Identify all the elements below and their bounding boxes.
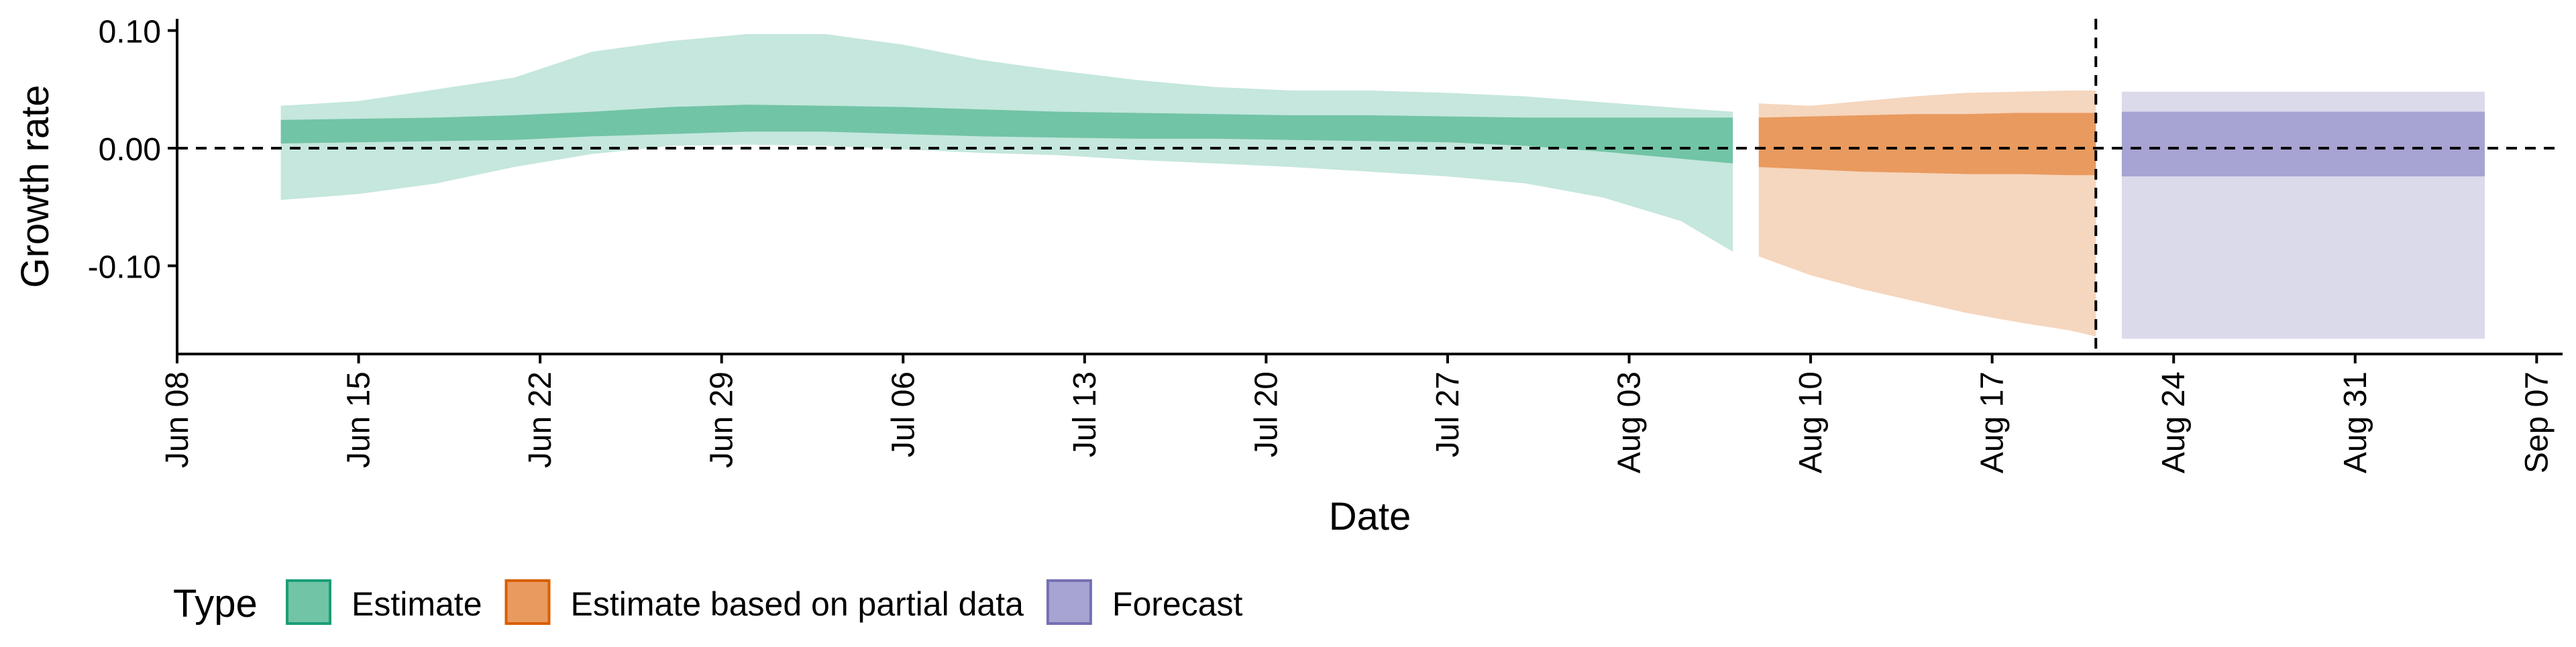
legend-items: Estimate Estimate based on partial data Fo… [286,579,1243,625]
x-tick-label: Jun 08 [160,371,195,468]
x-tick-label: Jun 29 [704,371,740,468]
x-tick-label: Jul 27 [1430,371,1466,457]
estimate-based-on-partial-data-legend-key [504,579,551,625]
y-axis-label: Growth rate [13,85,57,288]
x-tick-label: Aug 17 [1975,371,2010,473]
y-tick-label: 0.00 [99,132,161,168]
legend: Type Estimate Estimate based on partial d… [173,579,1243,626]
x-axis-ticks: Jun 08 Jun 15 Jun 22 Jun 29 Jul 06 Jul 13 Jul … [160,354,2555,473]
estimate-legend-label: Estimate [352,585,482,623]
x-tick-label: Jul 06 [885,371,921,457]
estimate-outer-band [280,34,1733,252]
x-tick-label: Aug 10 [1793,371,1829,473]
axes: 0.100.00-0.10 Jun 08 Jun 15 Jun 22 Jun 29 Ju… [13,15,2563,538]
x-tick-label: Jun 15 [341,371,377,468]
forecast-inner-band [2121,111,2485,177]
x-tick-label: Jun 22 [523,371,558,468]
x-tick-label: Jul 20 [1248,371,1284,457]
estimate-legend-key [286,579,331,625]
estimate-inner-band [280,105,1733,164]
y-axis-ticks: 0.10 0.00 -0.10 [88,15,177,285]
y-tick-label: 0.10 [99,15,161,50]
x-tick-label: Jul 13 [1067,371,1103,457]
forecast-legend-label: Forecast [1112,585,1243,623]
x-axis-label: Date [1329,495,1411,538]
forecast-legend-key [1046,579,1092,625]
x-tick-label: Aug 03 [1612,371,1648,473]
y-tick-label: -0.10 [88,249,161,285]
estimate-based-on-partial-data-legend-label: Estimate based on partial data [571,585,1024,623]
reference-lines [177,19,2563,354]
estimate-based-on-partial-data-inner-band [1758,113,2096,176]
x-tick-label: Aug 31 [2338,371,2373,473]
uncertainty-bands [280,34,2485,339]
x-tick-label: Aug 24 [2156,371,2192,473]
legend-title: Type [173,582,258,626]
x-tick-label: Sep 07 [2519,371,2555,473]
